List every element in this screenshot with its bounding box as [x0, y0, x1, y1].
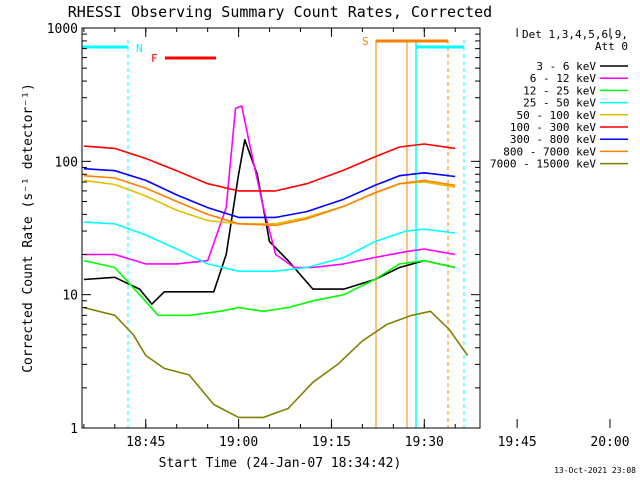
x-tick-label: 18:45	[126, 435, 165, 450]
x-tick-label: 19:00	[219, 435, 258, 450]
chart-title: RHESSI Observing Summary Count Rates, Co…	[68, 3, 492, 21]
saa-label: S	[362, 35, 369, 48]
flare-label: F	[151, 52, 158, 65]
legend-label: 7000 - 15000 keV	[490, 158, 596, 171]
series-layer	[83, 105, 469, 419]
legend-label: 50 - 100 keV	[517, 109, 597, 122]
night-label: N	[136, 42, 143, 55]
plot-frame	[81, 27, 481, 429]
series-line-3	[83, 221, 456, 272]
series-line-8	[83, 306, 469, 419]
series-line-1	[83, 105, 456, 269]
series-line-5	[83, 143, 456, 192]
series-line-7	[83, 174, 456, 227]
y-axis-label: Corrected Count Rate (s⁻¹ detector⁻¹)	[21, 83, 36, 373]
legend-header-line-1: Det 1,3,4,5,6,9,	[522, 28, 628, 41]
x-tick-label: 19:30	[405, 435, 444, 450]
x-tick-label: 20:00	[590, 435, 629, 450]
legend-label: 25 - 50 keV	[523, 97, 596, 110]
timestamp: 13-Oct-2021 23:08	[554, 466, 636, 475]
legend-label: 6 - 12 keV	[530, 72, 597, 85]
legend-label: 3 - 6 keV	[536, 60, 596, 73]
legend-label: 300 - 800 keV	[510, 133, 596, 146]
legend-label: 100 - 300 keV	[510, 121, 596, 134]
attenuator-spans: N F S	[82, 35, 465, 428]
legend-label: 800 - 7000 keV	[503, 145, 596, 158]
x-tick-label: 19:45	[498, 435, 537, 450]
x-axis-label: Start Time (24-Jan-07 18:34:42)	[159, 456, 402, 471]
y-tick-label: 10	[62, 289, 78, 304]
legend-header-line-2: Att 0	[595, 40, 628, 53]
y-axis: 1 10 100 1000	[47, 22, 480, 437]
x-tick-label: 19:15	[312, 435, 351, 450]
y-tick-label: 1000	[47, 22, 78, 37]
legend-label: 12 - 25 keV	[523, 84, 596, 97]
series-line-2	[83, 259, 456, 317]
y-tick-label: 100	[55, 155, 78, 170]
y-tick-label: 1	[70, 422, 78, 437]
x-axis: 18:45 19:00 19:15 19:30 19:45 20:00	[83, 28, 630, 450]
series-line-6	[83, 167, 456, 219]
